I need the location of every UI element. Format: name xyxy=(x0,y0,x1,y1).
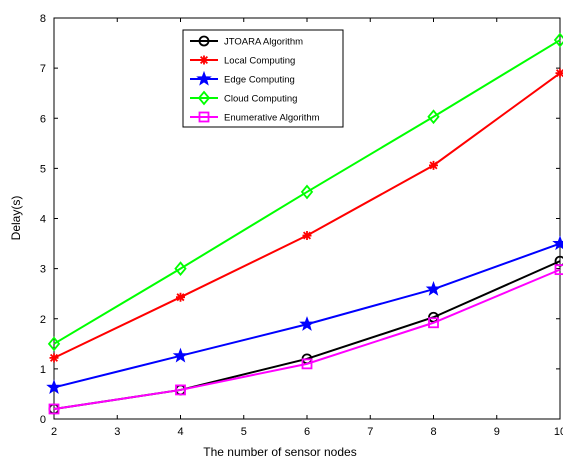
asterisk-marker xyxy=(302,231,312,241)
x-tick-label: 8 xyxy=(430,426,436,438)
y-tick-label: 3 xyxy=(40,264,46,276)
series-2 xyxy=(46,235,563,395)
star-marker xyxy=(172,347,189,363)
star-marker xyxy=(299,316,315,331)
star-marker xyxy=(46,379,62,395)
x-tick-label: 5 xyxy=(241,426,247,438)
legend-label: Local Computing xyxy=(224,56,295,67)
legend-entry: Edge Computing xyxy=(190,70,295,86)
legend-entry: Cloud Computing xyxy=(190,90,297,106)
y-tick-label: 0 xyxy=(40,414,46,426)
diamond-marker xyxy=(427,109,440,125)
x-tick-label: 7 xyxy=(367,426,373,438)
y-tick-label: 4 xyxy=(40,214,46,226)
y-tick-label: 7 xyxy=(40,63,46,75)
y-tick-label: 6 xyxy=(40,113,46,125)
x-axis: 2 3 4 5 6 7 8 9 10 xyxy=(51,18,563,438)
series-4 xyxy=(48,264,563,415)
legend-label: Edge Computing xyxy=(224,75,295,86)
diamond-marker xyxy=(553,32,563,48)
series-layer xyxy=(46,32,563,415)
x-tick-label: 2 xyxy=(51,426,57,438)
legend-entry: JTOARA Algorithm xyxy=(190,35,303,48)
square-marker xyxy=(554,264,563,276)
square-marker xyxy=(428,317,439,329)
legend-label: JTOARA Algorithm xyxy=(224,37,303,48)
series-3 xyxy=(47,32,563,352)
y-axis-label: Delay(s) xyxy=(9,196,23,241)
legend-entry: Enumerative Algorithm xyxy=(190,111,320,124)
legend-label: Enumerative Algorithm xyxy=(224,113,320,124)
legend: JTOARA Algorithm Local Computing Edge Comp… xyxy=(182,29,344,128)
asterisk-marker xyxy=(176,292,185,302)
square-marker xyxy=(198,111,210,123)
asterisk-marker xyxy=(429,160,438,170)
y-tick-label: 8 xyxy=(40,13,46,25)
y-axis: 0 1 2 3 4 5 6 7 8 xyxy=(40,13,560,426)
x-tick-label: 10 xyxy=(554,426,563,438)
star-marker xyxy=(196,70,212,86)
series-line xyxy=(53,268,561,410)
legend-entry: Local Computing xyxy=(190,55,295,67)
x-tick-label: 3 xyxy=(114,426,120,438)
square-marker xyxy=(301,358,313,370)
y-tick-label: 5 xyxy=(40,163,46,175)
diamond-marker xyxy=(174,261,187,277)
square-marker xyxy=(48,403,60,415)
x-axis-label: The number of sensor nodes xyxy=(203,445,356,459)
asterisk-marker xyxy=(49,353,59,363)
square-marker xyxy=(175,384,186,396)
star-marker xyxy=(425,281,442,296)
y-tick-label: 1 xyxy=(40,364,46,376)
series-line xyxy=(53,39,561,345)
diamond-marker xyxy=(300,184,314,200)
asterisk-marker xyxy=(199,55,209,65)
asterisk-marker xyxy=(555,68,563,78)
circle-marker xyxy=(198,35,210,47)
star-marker xyxy=(552,235,563,251)
x-tick-label: 6 xyxy=(304,426,310,438)
x-tick-label: 9 xyxy=(494,426,500,438)
x-tick-label: 4 xyxy=(177,426,183,438)
series-1 xyxy=(49,68,563,363)
y-tick-label: 2 xyxy=(40,314,46,326)
diamond-marker xyxy=(197,90,211,106)
diamond-marker xyxy=(47,336,61,352)
legend-label: Cloud Computing xyxy=(224,94,297,105)
